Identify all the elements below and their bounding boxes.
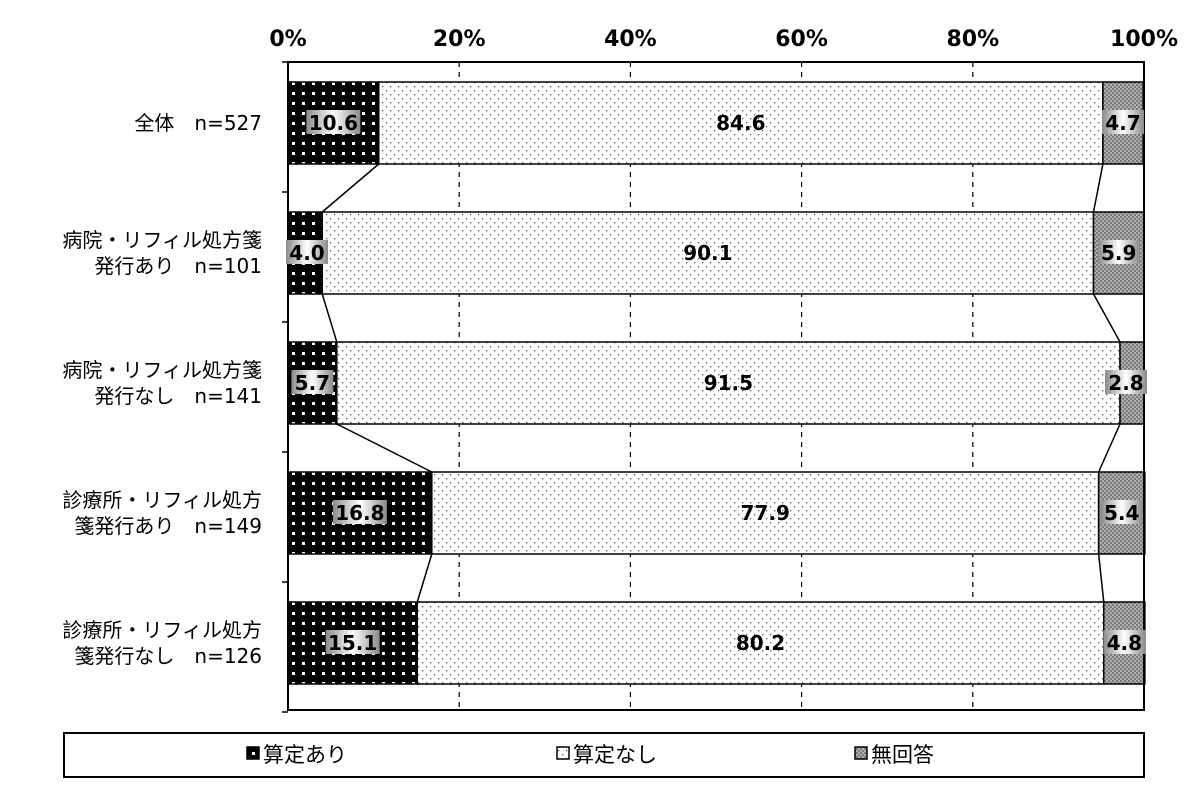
value-label-series-1: 91.5 [704,371,753,395]
legend-label-series-1: 算定なし [573,743,657,767]
series-connector-line [1092,293,1121,343]
category-label: 箋発行なし n=126 [74,644,262,668]
series-connector-line [321,293,338,343]
category-label: 箋発行あり n=149 [74,514,262,538]
category-label: 診療所・リフィル処方 [62,618,262,642]
value-label-series-1: 80.2 [736,631,785,655]
bar-segment-series-1 [431,471,1100,555]
legend-item-series-0: 算定あり [246,743,347,767]
x-tick-label: 40% [604,27,657,52]
series-connector-line [416,553,433,603]
value-label-bg [1105,370,1147,394]
value-label-series-2: 4.8 [1107,631,1142,655]
value-label-series-1: 77.9 [741,501,790,525]
value-label-bg [325,630,380,654]
category-label: 発行なし n=141 [94,384,262,408]
series-connector-line [1097,423,1121,473]
legend-label-series-2: 無回答 [871,743,934,767]
series-connector-line [321,163,380,213]
category-label: 全体 n=527 [134,111,262,135]
legend: 算定あり 算定なし 無回答 [63,732,1145,778]
value-label-series-0: 4.0 [289,241,324,265]
series-connector-line [1092,163,1104,213]
x-tick-label: 0% [269,27,306,52]
legend-label-series-0: 算定あり [263,743,347,767]
x-tick-label: 100% [1110,27,1178,52]
x-tick-label: 60% [775,27,828,52]
value-label-series-0: 16.8 [335,501,384,525]
legend-item-series-2: 無回答 [854,743,934,767]
value-label-series-2: 5.4 [1104,501,1139,525]
value-label-series-2: 4.7 [1105,111,1140,135]
x-tick-label: 80% [946,27,999,52]
value-label-bg [1102,110,1145,134]
value-label-bg [1103,630,1146,654]
value-label-bg [1100,500,1143,524]
category-label: 診療所・リフィル処方 [62,488,262,512]
legend-swatch-series-2 [854,746,868,760]
legend-item-series-1: 算定なし [556,743,657,767]
value-label-series-2: 2.8 [1108,371,1143,395]
bar-segment-series-1 [416,601,1105,685]
value-label-bg [332,500,387,524]
value-label-series-0: 15.1 [328,631,377,655]
value-label-bg [306,110,361,134]
category-label: 発行あり n=101 [94,254,262,278]
value-label-bg [1097,240,1140,264]
value-label-series-1: 90.1 [683,241,732,265]
legend-swatch-series-1 [556,746,570,760]
x-axis-tick-labels: 0% 20% 40% 60% 80% 100% [269,27,1178,52]
legend-swatch-series-0 [246,746,260,760]
series-connector-lines [321,163,1121,603]
legend-box [63,732,1145,778]
series-connector-line [1097,553,1105,603]
value-label-bg [291,370,334,394]
value-label-series-0: 5.7 [295,371,330,395]
value-label-series-0: 10.6 [309,111,358,135]
value-label-series-1: 84.6 [716,111,765,135]
value-label-bg [286,240,328,264]
bar-segment-series-1 [321,211,1095,295]
value-label-series-2: 5.9 [1101,241,1136,265]
value-labels: 10.6 84.6 4.7 4.0 90.1 5.9 5.7 91.5 2.8 16.8 77.9 5… [286,110,1147,655]
x-tick-label: 20% [433,27,486,52]
series-connector-line [336,423,433,473]
category-label: 病院・リフィル処方箋 [62,228,262,252]
category-label: 病院・リフィル処方箋 [62,358,262,382]
